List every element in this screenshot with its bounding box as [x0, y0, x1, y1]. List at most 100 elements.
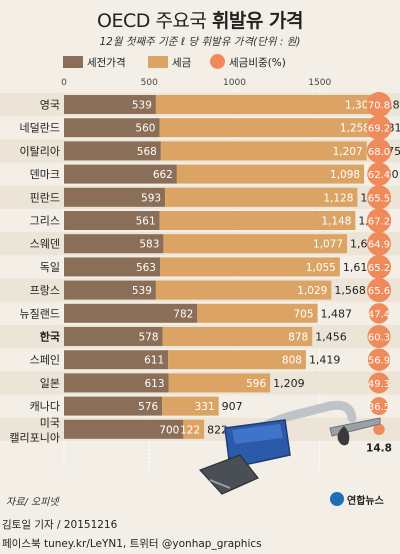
- category-label: 미국: [40, 416, 60, 429]
- bar-pretax: [64, 211, 160, 230]
- tax-share-label: 68.0: [368, 147, 390, 158]
- tax-share-circle: [366, 115, 392, 141]
- category-label: 한국: [40, 330, 60, 344]
- tax-share-circles: 70.8 69.2 68.0 62.4 65.5 67.2 64.9 65.2 65.6 47.4…: [366, 92, 392, 454]
- bar-pretax: [64, 95, 156, 114]
- tax-share-label: 70.8: [368, 101, 390, 112]
- total-value-label: 1,618: [343, 261, 375, 274]
- tax-share-circle: [367, 348, 391, 371]
- tax-share-circle: [368, 303, 390, 324]
- bar-pretax: [64, 234, 164, 254]
- pretax-value-label: 583: [139, 239, 159, 251]
- x-tick-label: 0: [61, 78, 67, 88]
- yonhap-logo: 연합뉴스: [330, 491, 398, 507]
- category-label: 스웨덴: [30, 238, 60, 251]
- category-label: 일본: [40, 376, 60, 390]
- pretax-value-label: 561: [136, 216, 156, 228]
- tax-share-label: 67.2: [368, 217, 390, 228]
- x-tick-label: 500: [141, 78, 158, 88]
- category-label: 덴마크: [30, 168, 60, 181]
- bar-pretax: [64, 303, 198, 323]
- total-value-label: 1,456: [315, 331, 347, 344]
- chart-subtitle: 12월 첫째주 기준 ℓ 당 휘발유 가격(단위 : 원): [99, 36, 301, 48]
- pretax-value-label: 539: [132, 100, 152, 112]
- tax-share-label: 62.4: [368, 170, 390, 181]
- bar-tax: [162, 396, 219, 416]
- tax-value-label: 1,128: [323, 192, 353, 204]
- pretax-value-label: 576: [138, 401, 158, 413]
- tax-share-label: 60.3: [368, 333, 390, 344]
- pretax-value-label: 700: [159, 424, 179, 436]
- legend-swatch-pretax: [63, 56, 83, 68]
- bar-pretax: [64, 373, 169, 393]
- tax-value-label: 808: [282, 355, 302, 367]
- tax-value-label: 1,207: [333, 146, 363, 158]
- source-note: 자료/ 오피넷: [6, 497, 59, 508]
- pretax-value-label: 563: [136, 262, 156, 274]
- pretax-value-label: 560: [135, 123, 155, 135]
- pretax-value-label: 662: [153, 169, 173, 181]
- bar-pretax: [64, 327, 163, 346]
- total-value-label: 1,419: [309, 354, 341, 367]
- legend-swatch-tax: [148, 56, 168, 68]
- bar-pretax: [64, 187, 166, 207]
- bar-tax: [176, 164, 365, 184]
- tax-share-circle: [367, 324, 391, 349]
- category-labels: 영국네덜란드이탈리아덴마크핀란드그리스스웨덴독일프랑스뉴질랜드한국스페인일본캐나…: [9, 99, 60, 445]
- category-label: 핀란드: [30, 191, 60, 204]
- tax-share-circle: [366, 138, 392, 164]
- tax-share-label: 47.4: [368, 309, 390, 320]
- legend-label-tax: 세금: [172, 57, 192, 69]
- tax-share-circle: [367, 254, 391, 279]
- category-label: 스페인: [30, 354, 60, 367]
- pretax-value-label: 568: [137, 146, 157, 158]
- tax-share-circle: [373, 423, 385, 436]
- bar-tax: [155, 280, 332, 300]
- bar-pretax: [64, 164, 177, 184]
- bar-tax: [165, 187, 358, 207]
- total-value-label: 1,487: [321, 307, 353, 320]
- bar-tax: [159, 211, 356, 230]
- tax-share-circle: [367, 231, 391, 256]
- legend-swatch-share: [210, 54, 225, 69]
- tax-share-circle: [368, 372, 390, 394]
- tax-value-label: 596: [246, 378, 266, 390]
- author-credit: 김토일 기자 / 20151216: [2, 519, 118, 531]
- category-label: 영국: [40, 99, 60, 112]
- tax-value-label: 1,148: [321, 216, 351, 228]
- bar-pretax: [64, 280, 156, 300]
- bar-pretax: [64, 257, 160, 277]
- tax-share-circle: [366, 92, 392, 117]
- total-value-label: 907: [222, 400, 243, 413]
- bar-pretax: [64, 141, 161, 161]
- tax-share-label: 69.2: [368, 124, 390, 135]
- x-tick-label: 1500: [308, 78, 331, 88]
- category-label: 독일: [40, 260, 60, 274]
- title-part-b: 휘발유 가격: [211, 10, 304, 32]
- fuel-nozzle-illustration: [198, 400, 381, 495]
- bar-tax: [155, 95, 380, 114]
- tax-value-label: 1,077: [313, 239, 343, 251]
- bar-tax: [168, 350, 306, 370]
- pretax-value-label: 593: [141, 192, 161, 204]
- tax-value-label: 878: [288, 332, 308, 344]
- category-label: 뉴질랜드: [20, 307, 60, 320]
- yonhap-logo-text: 연합뉴스: [347, 496, 384, 507]
- category-label: 프랑스: [30, 284, 60, 297]
- total-value-label: 1,209: [273, 377, 305, 390]
- tax-value-label: 1,098: [330, 169, 360, 181]
- tax-share-label: 65.2: [368, 263, 390, 274]
- category-label: 이탈리아: [20, 145, 60, 158]
- bar-tax: [197, 303, 318, 323]
- pretax-value-label: 578: [139, 332, 159, 344]
- tax-share-label: 14.8: [366, 442, 392, 454]
- bar-tax: [159, 257, 340, 277]
- category-label: 캐나다: [30, 400, 60, 413]
- tax-share-circle: [366, 208, 392, 233]
- total-value-label: 822: [207, 423, 228, 436]
- tax-share-circle: [367, 162, 391, 186]
- tax-value-label: 331: [195, 401, 215, 413]
- pretax-value-label: 539: [132, 285, 152, 297]
